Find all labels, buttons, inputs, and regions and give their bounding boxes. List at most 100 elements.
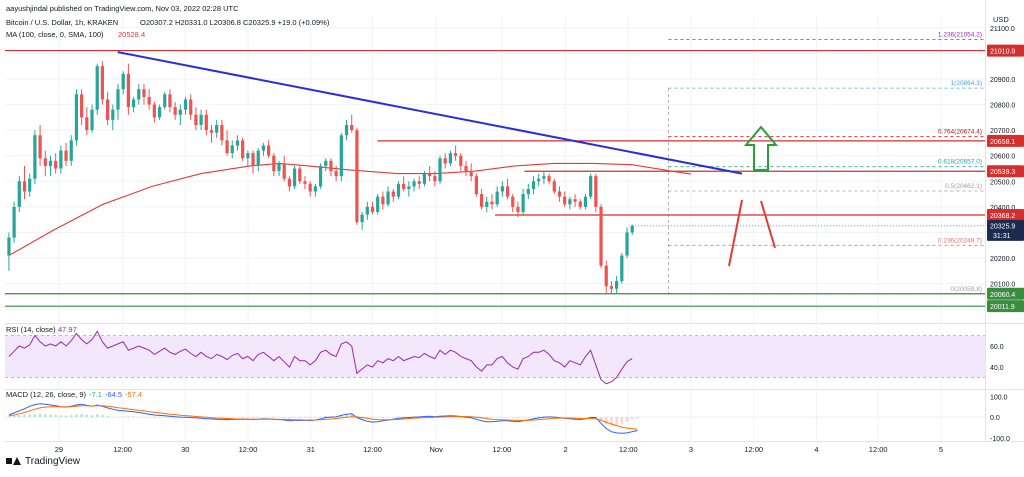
macd-histogram-bar — [511, 417, 514, 419]
price-tick-label: 20500.0 — [990, 179, 1015, 186]
candle-body — [261, 145, 266, 151]
candle-body — [173, 107, 177, 115]
time-axis: 29 12:00 30 12:00 31 12:00 Nov 12:00 2 12:00 3 12:0… — [55, 445, 943, 454]
candle-body — [505, 186, 510, 197]
macd-histogram-bar — [116, 417, 120, 418]
macd-histogram-bar — [506, 417, 509, 418]
candle-body — [38, 135, 42, 159]
candle-body — [90, 109, 94, 131]
candle-body — [7, 237, 11, 256]
macd-line-value: -64.5 — [105, 390, 122, 399]
time-tick-label: 29 — [55, 445, 63, 454]
candle-body — [116, 89, 120, 110]
tradingview-logo-icon — [6, 456, 21, 466]
macd-histogram-bar — [163, 417, 166, 418]
projection-up-arrow — [728, 199, 743, 267]
candle-body — [267, 145, 271, 156]
macd-histogram-bar — [101, 415, 104, 418]
candle-body — [474, 176, 478, 195]
candle-body — [64, 150, 68, 161]
candle-body — [282, 163, 286, 179]
candle-body — [547, 176, 551, 182]
candle-body — [350, 125, 354, 131]
candle-body — [225, 140, 229, 154]
macd-signal-line — [8, 405, 638, 430]
macd-histogram-bar — [636, 417, 639, 419]
candle-body — [365, 206, 369, 215]
candle-body — [526, 188, 530, 195]
time-tick-label: 12:00 — [239, 445, 258, 454]
candle-body — [578, 201, 582, 207]
macd-histogram-bar — [147, 417, 151, 418]
macd-histogram-bar — [615, 417, 618, 425]
candle-body — [230, 145, 234, 154]
candle-body — [131, 99, 136, 108]
time-tick-label: 5 — [939, 445, 943, 454]
candle-body — [33, 135, 37, 179]
tradingview-logo[interactable]: TradingView — [6, 454, 80, 468]
candle-body — [531, 181, 536, 189]
candle-body — [241, 140, 245, 159]
candle-body — [630, 225, 634, 233]
candle-body — [152, 104, 156, 118]
bearish-trendline — [117, 51, 743, 175]
candle-body — [334, 171, 338, 177]
macd-histogram-bar — [516, 417, 520, 419]
macd-histogram-bar — [168, 417, 172, 418]
price-tick-label: 20100.0 — [990, 282, 1015, 289]
symbol-title: Bitcoin / U.S. Dollar, 1h, KRAKEN — [6, 18, 118, 27]
macd-histogram-bar — [80, 414, 83, 418]
candle-body — [168, 94, 172, 108]
macd-histogram-bar — [563, 417, 566, 418]
candle-body — [95, 66, 99, 110]
candle-body — [178, 109, 182, 115]
macd-histogram-bar — [584, 417, 587, 418]
time-tick-label: 12:00 — [869, 445, 888, 454]
macd-histogram-bar — [495, 417, 499, 418]
candle-body — [287, 178, 292, 187]
candle-body — [537, 178, 541, 182]
candle-body — [573, 199, 577, 202]
macd-histogram-bar — [64, 415, 68, 418]
time-tick-label: 30 — [181, 445, 189, 454]
candle-body — [85, 117, 89, 131]
level-price-tag — [987, 134, 1024, 147]
price-tick-label: 21100.0 — [990, 26, 1015, 33]
macd-histogram-bar — [28, 414, 31, 418]
price-axis: 21100.021000.020900.020800.020700.020600… — [987, 26, 1024, 443]
candle-body — [189, 99, 193, 115]
candle-body — [220, 125, 224, 141]
level-price-tag — [987, 165, 1024, 178]
candle-body — [183, 99, 188, 110]
macd-histogram-bar — [620, 417, 623, 424]
candle-body — [308, 183, 312, 192]
candle-body — [594, 176, 598, 207]
macd-histogram-bar — [70, 415, 73, 418]
candle-body — [438, 158, 442, 182]
fib-level-label: 0.764(20674.4) — [938, 129, 982, 136]
candle-body — [568, 199, 572, 205]
macd-histogram-bar — [386, 417, 390, 418]
macd-histogram-bar — [85, 414, 88, 418]
macd-histogram-bar — [542, 416, 546, 418]
candle-body — [495, 191, 499, 205]
candle-body — [251, 153, 255, 166]
level-price-label: 20011.9 — [990, 304, 1015, 311]
candle-body — [464, 165, 468, 172]
level-price-label: 20368.2 — [990, 213, 1015, 220]
last-price-tag — [987, 219, 1024, 241]
candle-body — [604, 265, 608, 287]
price-tick-label: 20400.0 — [990, 205, 1015, 212]
level-price-tag — [987, 287, 1024, 300]
macd-histogram-bar — [371, 417, 374, 419]
macd-histogram-bar — [257, 417, 260, 418]
candle-body — [126, 73, 130, 108]
level-price-tag — [987, 209, 1024, 222]
macd-histogram-bar — [350, 414, 353, 418]
macd-histogram-bar — [158, 417, 161, 418]
candle-body — [589, 176, 593, 197]
macd-histogram-bar — [75, 414, 78, 418]
macd-tick-label: 100.0 — [990, 394, 1008, 401]
